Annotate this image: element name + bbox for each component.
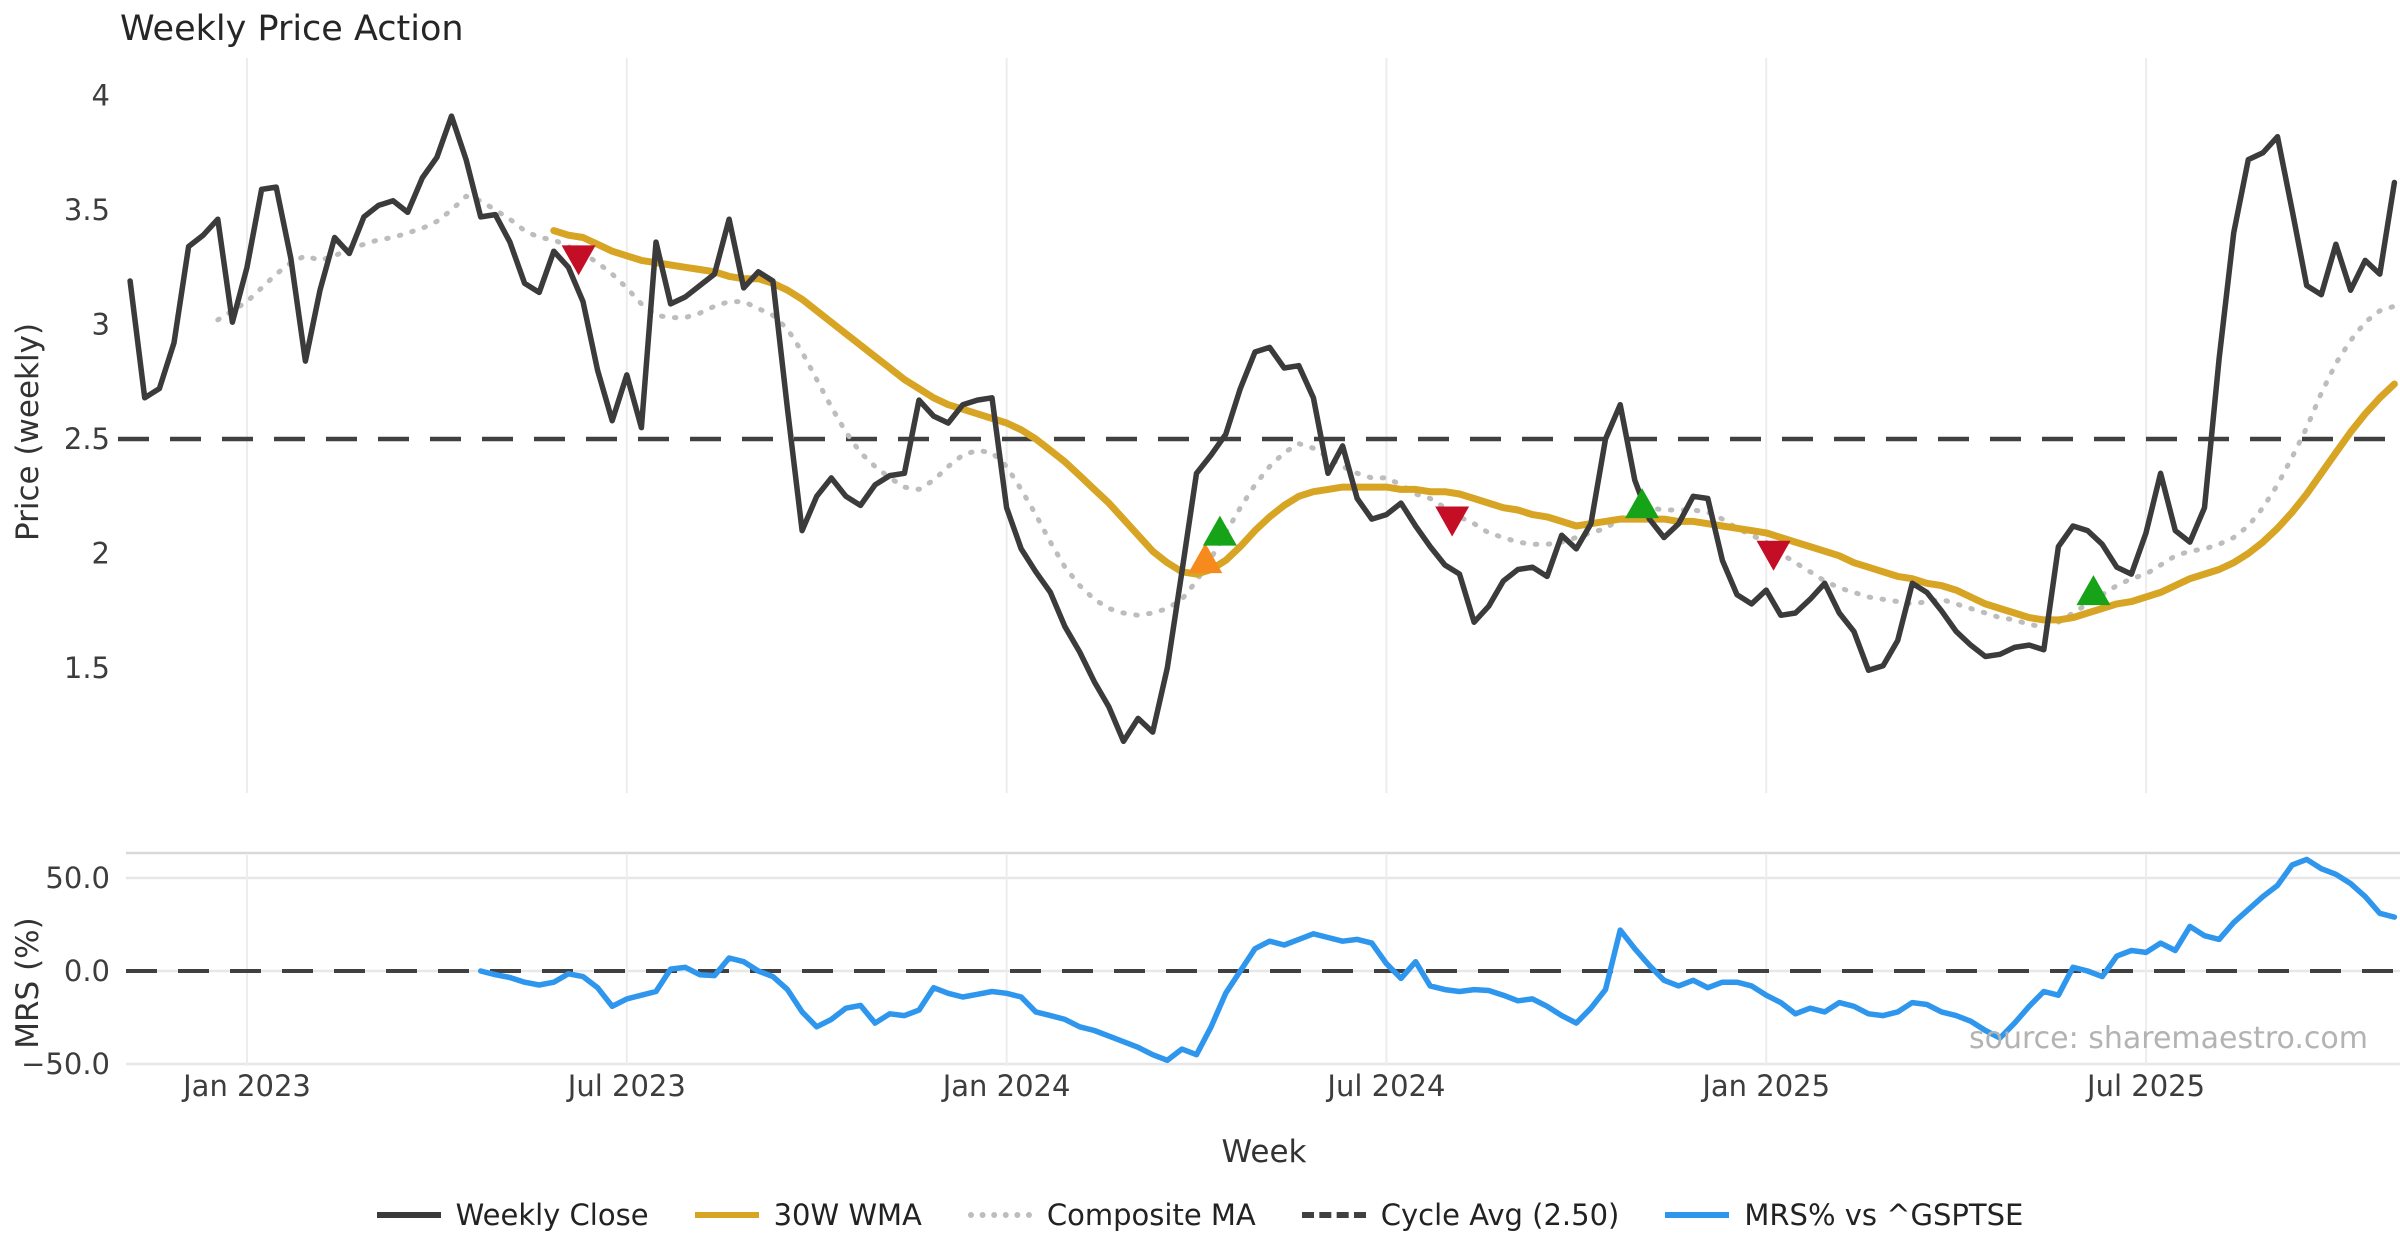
mrs-line [477, 856, 2398, 1064]
mrs-y-tick-label: 0.0 [64, 954, 110, 988]
legend-label: MRS% vs ^GSPTSE [1744, 1198, 2024, 1232]
price-y-tick-label: 2 [92, 537, 110, 571]
buy-marker [2076, 575, 2111, 606]
chart-series [118, 113, 2400, 1064]
composite-ma-line [215, 193, 2397, 630]
pending-marker [1188, 543, 1223, 574]
price-y-tick-label: 3 [92, 308, 110, 342]
x-axis-label: Week [1222, 1134, 1307, 1170]
legend-swatch [967, 1212, 1032, 1218]
source-watermark: source: sharemaestro.com [1969, 1021, 2368, 1056]
legend-label: Weekly Close [455, 1198, 649, 1232]
buy-marker [1202, 515, 1237, 546]
legend-item-mrs-vs-gsptse: MRS% vs ^GSPTSE [1665, 1198, 2023, 1232]
legend-label: Composite MA [1046, 1198, 1256, 1232]
wma-line [550, 227, 2398, 624]
x-tick-label: Jul 2025 [2085, 1069, 2205, 1103]
price-axis-label: Price (weekly) [10, 323, 46, 541]
mrs-axis-label: MRS (%) [10, 917, 46, 1048]
legend-label: 30W WMA [773, 1198, 922, 1232]
price-y-tick-label: 3.5 [64, 193, 110, 227]
x-tick-label: Jan 2024 [941, 1069, 1071, 1103]
legend-swatch [694, 1212, 759, 1218]
mrs-y-tick-label: 50.0 [45, 861, 110, 895]
chart-title: Weekly Price Action [120, 9, 464, 49]
legend-swatch [1665, 1212, 1730, 1218]
legend-item-weekly-close: Weekly Close [376, 1198, 649, 1232]
x-tick-label: Jan 2025 [1700, 1069, 1830, 1103]
chart-legend: Weekly Close 30W WMA Composite MA Cycle Avg… [0, 1198, 2400, 1232]
price-y-tick-label: 1.5 [64, 651, 110, 685]
x-tick-label: Jul 2024 [1325, 1069, 1445, 1103]
sell-marker [1435, 506, 1470, 537]
mrs-y-tick-label: −50.0 [21, 1047, 110, 1081]
signal-markers [561, 245, 2111, 606]
legend-swatch [376, 1212, 441, 1218]
price-y-tick-label: 2.5 [64, 422, 110, 456]
legend-item-composite-ma: Composite MA [967, 1198, 1256, 1232]
axis-ticks: 4 3.5 3 2.5 2 1.5 50.0 0.0 −50.0 Jan 2023 Jul 2023… [21, 79, 2205, 1104]
legend-swatch [1301, 1212, 1366, 1218]
weekly-close-line [127, 113, 2398, 745]
buy-marker [1625, 488, 1660, 519]
sell-marker [561, 245, 596, 276]
legend-label: Cycle Avg (2.50) [1380, 1198, 1620, 1232]
sell-marker [1756, 540, 1791, 571]
legend-item-30w-wma: 30W WMA [694, 1198, 922, 1232]
x-tick-label: Jul 2023 [566, 1069, 686, 1103]
x-tick-label: Jan 2023 [181, 1069, 311, 1103]
legend-item-cycle-avg-2-50-: Cycle Avg (2.50) [1301, 1198, 1620, 1232]
price-y-tick-label: 4 [92, 79, 110, 113]
